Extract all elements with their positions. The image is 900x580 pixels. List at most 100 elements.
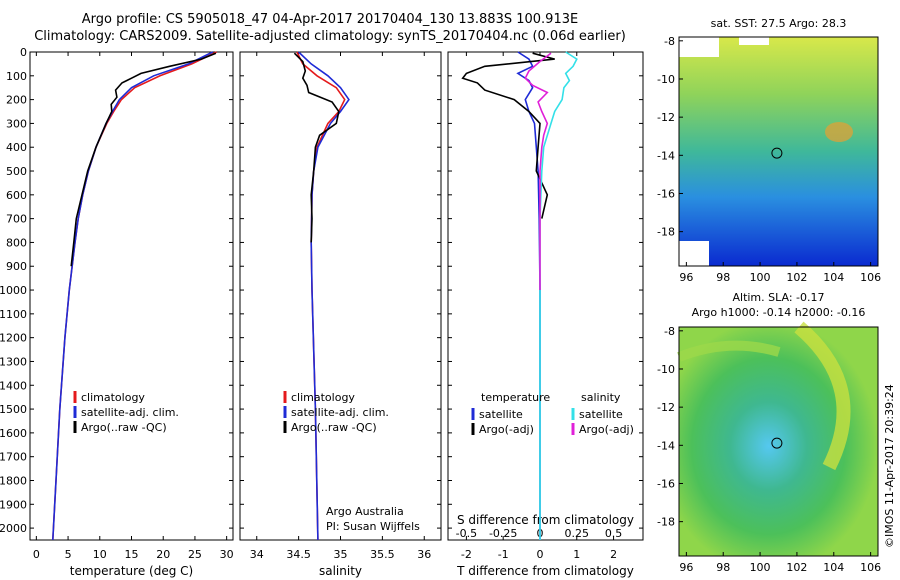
profile-panel-2: 34 34.5 35 35.5 36 salinity climatology satelli… — [239, 51, 442, 578]
legend-label: satellite-adj. clim. — [81, 406, 179, 419]
panel-frame — [239, 51, 442, 541]
x-tick-label: 25 — [188, 548, 202, 561]
top-x-tick-label: 0.5 — [605, 527, 623, 540]
y-tick-label: 900 — [6, 260, 27, 273]
x-tick-label: 20 — [156, 548, 170, 561]
top-x-axis-label: S difference from climatology — [457, 513, 634, 527]
x-tick-label: 104 — [823, 561, 844, 574]
y-tick-label: 700 — [6, 213, 27, 226]
y-tick-label: 1100 — [0, 308, 27, 321]
y-tick-label: 300 — [6, 117, 27, 130]
y-tick-label: 1600 — [0, 427, 27, 440]
y-tick-label: 2000 — [0, 522, 27, 535]
top-x-tick-label: -0.5 — [456, 527, 477, 540]
map-missing-patch — [679, 241, 709, 266]
y-tick-label: -10 — [657, 363, 675, 376]
y-tick-label: 1300 — [0, 355, 27, 368]
y-tick-label: 500 — [6, 165, 27, 178]
imos-timestamp: ©IMOS 11-Apr-2017 20:39:24 — [883, 384, 896, 548]
argo-position-marker — [771, 437, 783, 449]
map-frame — [678, 326, 879, 557]
x-tick-label: 10 — [93, 548, 107, 561]
x-tick-label: 106 — [860, 271, 881, 284]
map-panel-1: 96 98 100 102 104 106 -8 -10 -12 -14 -16 -18 sat. SS… — [657, 17, 881, 284]
map-feature — [677, 340, 781, 362]
legend-label: satellite — [579, 408, 623, 421]
y-tick-label: 1700 — [0, 451, 27, 464]
y-tick-label: 100 — [6, 70, 27, 83]
legend-label: Argo(..raw -QC) — [291, 421, 377, 434]
series-line-argo---raw--qc- — [293, 52, 340, 243]
x-tick-label: -1 — [498, 548, 509, 561]
panel-frame — [447, 51, 644, 541]
x-tick-label: 36 — [417, 548, 431, 561]
map-field — [679, 327, 878, 556]
y-tick-label: -16 — [657, 187, 675, 200]
y-tick-label: 1200 — [0, 332, 27, 345]
x-tick-label: 2 — [610, 548, 617, 561]
y-tick-label: -8 — [664, 35, 675, 48]
x-tick-label: 35 — [334, 548, 348, 561]
y-tick-label: -18 — [657, 516, 675, 529]
x-tick-label: 30 — [220, 548, 234, 561]
annotation-line1: Argo Australia — [326, 505, 404, 518]
plot-title-line1: Argo profile: CS 5905018_47 04-Apr-2017 … — [81, 12, 579, 27]
map-field — [679, 37, 878, 266]
y-tick-label: 1400 — [0, 379, 27, 392]
x-tick-label: -2 — [461, 548, 472, 561]
legend-title: salinity — [581, 391, 621, 404]
map-missing-patch — [679, 37, 719, 57]
x-tick-label: 35.5 — [370, 548, 395, 561]
series-line-satellite-adj--clim- — [298, 51, 350, 541]
x-tick-label: 1 — [573, 548, 580, 561]
profile-panel-3: -2 -1 0 1 2 T difference from climatology -0.5… — [447, 51, 644, 578]
map-missing-patch — [739, 37, 769, 45]
legend-label: Argo(-adj) — [479, 423, 534, 436]
x-tick-label: 100 — [750, 271, 771, 284]
y-tick-label: 1900 — [0, 498, 27, 511]
x-tick-label: 102 — [786, 561, 807, 574]
x-tick-label: 98 — [716, 561, 730, 574]
y-tick-label: 0 — [20, 46, 27, 59]
legend-label: Argo(..raw -QC) — [81, 421, 167, 434]
x-tick-label: 0 — [33, 548, 40, 561]
y-tick-label: -12 — [657, 401, 675, 414]
x-tick-label: 96 — [679, 561, 693, 574]
y-tick-label: 600 — [6, 189, 27, 202]
y-tick-label: -16 — [657, 477, 675, 490]
y-tick-label: -14 — [657, 149, 675, 162]
series-line-argo---raw--qc- — [70, 52, 217, 267]
map-title: sat. SST: 27.5 Argo: 28.3 — [711, 17, 847, 30]
plot-title-line2: Climatology: CARS2009. Satellite-adjuste… — [34, 29, 626, 44]
x-tick-label: 104 — [823, 271, 844, 284]
x-axis-label: salinity — [319, 564, 362, 578]
map-feature — [794, 321, 851, 471]
x-tick-label: 15 — [125, 548, 139, 561]
y-tick-label: 200 — [6, 94, 27, 107]
legend-label: satellite-adj. clim. — [291, 406, 389, 419]
legend-label: Argo(-adj) — [579, 423, 634, 436]
y-tick-label: 400 — [6, 141, 27, 154]
y-tick-label: 1000 — [0, 284, 27, 297]
y-tick-label: 1500 — [0, 403, 27, 416]
map-panel-2: 96 98 100 102 104 106 -8 -10 -12 -14 -16 -18 Altim. … — [657, 291, 881, 574]
x-tick-label: 106 — [860, 561, 881, 574]
x-tick-label: 5 — [65, 548, 72, 561]
argo-position-marker — [771, 147, 783, 159]
map-feature — [825, 122, 853, 142]
y-tick-label: -10 — [657, 73, 675, 86]
legend-label: satellite — [479, 408, 523, 421]
map-frame — [678, 36, 879, 267]
y-tick-label: 800 — [6, 236, 27, 249]
panel-frame — [29, 51, 234, 541]
series-line-argo--adj- — [461, 52, 555, 219]
y-tick-label: -12 — [657, 111, 675, 124]
top-x-tick-label: -0.25 — [489, 527, 517, 540]
profile-panel-1: 0100200300400500600700800900100011001200… — [0, 46, 234, 578]
y-tick-label: -18 — [657, 226, 675, 239]
y-tick-label: 1800 — [0, 474, 27, 487]
x-tick-label: 34 — [250, 548, 264, 561]
x-tick-label: 100 — [750, 561, 771, 574]
legend-label: climatology — [291, 391, 355, 404]
